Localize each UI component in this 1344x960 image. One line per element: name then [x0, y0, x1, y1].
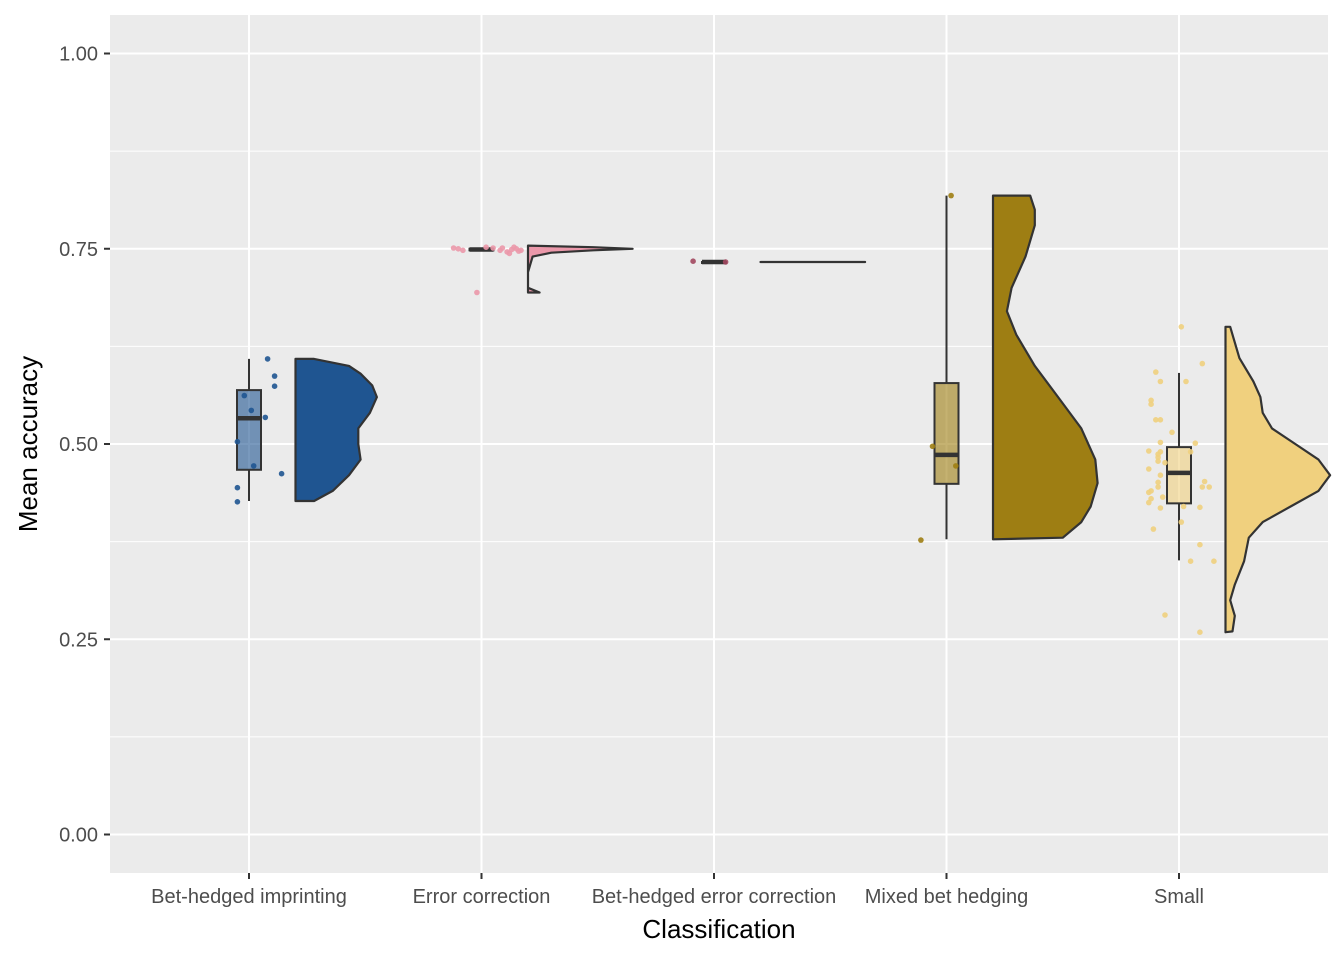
- data-point: [1157, 505, 1164, 511]
- data-point: [1150, 526, 1157, 532]
- data-point: [474, 289, 480, 296]
- data-point: [1199, 360, 1206, 367]
- data-point: [234, 484, 241, 491]
- data-point: [234, 438, 241, 445]
- y-tick-label: 0.75: [59, 239, 98, 261]
- data-point: [1148, 401, 1154, 408]
- data-point: [1199, 484, 1206, 490]
- x-axis-title: Classification: [642, 914, 795, 944]
- data-point: [1155, 458, 1161, 465]
- data-point: [1146, 499, 1152, 506]
- data-point: [1146, 466, 1152, 472]
- y-tick-label: 0.25: [59, 629, 98, 651]
- data-point: [490, 245, 496, 251]
- series-mixed-bet-hedging: [918, 192, 1099, 543]
- data-point: [1155, 454, 1161, 461]
- density-cloud: [526, 244, 634, 294]
- data-point: [1169, 429, 1175, 436]
- box: [1166, 446, 1192, 505]
- x-tick-label: Bet-hedged imprinting: [151, 886, 347, 908]
- data-point: [1146, 448, 1152, 454]
- data-point: [1155, 484, 1161, 490]
- data-point: [1201, 478, 1208, 485]
- data-point: [1211, 558, 1217, 564]
- data-point: [1180, 503, 1187, 510]
- data-point: [1148, 397, 1154, 404]
- data-point: [1197, 629, 1203, 635]
- data-point: [1157, 417, 1164, 423]
- data-point: [1183, 378, 1189, 385]
- data-point: [271, 383, 278, 390]
- data-point: [271, 373, 278, 379]
- data-point: [248, 407, 255, 414]
- data-point: [1159, 494, 1166, 500]
- data-point: [1197, 504, 1203, 511]
- data-point: [1206, 484, 1212, 490]
- data-point: [1187, 558, 1194, 564]
- data-point: [234, 499, 241, 505]
- data-point: [455, 246, 462, 252]
- density-cloud: [991, 194, 1099, 541]
- data-point: [262, 414, 269, 421]
- x-axis: Bet-hedged imprinting Error correction Bet…: [151, 873, 1204, 908]
- chart-marks: [234, 192, 1332, 635]
- minor-gridlines: [110, 150, 1328, 738]
- y-tick-label: 1.00: [59, 44, 98, 66]
- data-point: [1187, 449, 1194, 455]
- data-point: [948, 192, 954, 199]
- data-point: [499, 245, 506, 251]
- data-point: [1162, 612, 1168, 618]
- data-point: [1197, 541, 1203, 548]
- x-tick-label: Error correction: [413, 886, 551, 908]
- y-axis: 0.00 0.25 0.50 0.75 1.00: [59, 44, 110, 847]
- data-point: [1192, 440, 1199, 447]
- density-cloud: [1224, 325, 1332, 634]
- data-point: [1146, 489, 1152, 496]
- data-point: [241, 392, 248, 399]
- y-tick-label: 0.00: [59, 825, 98, 847]
- data-point: [722, 259, 729, 265]
- data-point: [1157, 378, 1164, 385]
- data-point: [1155, 479, 1161, 486]
- data-point: [1153, 369, 1159, 375]
- data-point: [1178, 519, 1185, 525]
- x-tick-label: Small: [1154, 886, 1204, 908]
- box: [236, 389, 262, 471]
- box: [933, 382, 960, 485]
- data-point: [250, 463, 257, 469]
- y-tick-label: 0.50: [59, 434, 98, 456]
- data-point: [518, 247, 524, 254]
- y-axis-title: Mean accuracy: [13, 356, 43, 532]
- data-point: [929, 443, 936, 450]
- data-point: [953, 463, 959, 469]
- data-point: [1157, 449, 1164, 455]
- data-point: [483, 244, 489, 250]
- data-point: [1157, 439, 1164, 446]
- x-tick-label: Bet-hedged error correction: [592, 886, 837, 908]
- data-point: [1162, 459, 1168, 466]
- data-point: [460, 247, 466, 254]
- data-point: [1178, 324, 1185, 330]
- series-bet-hedged-error-correction: [690, 258, 867, 265]
- data-point: [1153, 417, 1159, 423]
- series-error-correction: [450, 244, 634, 296]
- data-point: [690, 258, 696, 265]
- data-point: [450, 245, 457, 251]
- data-point: [264, 356, 271, 362]
- data-point: [1157, 472, 1164, 479]
- data-point: [278, 470, 285, 477]
- density-cloud: [294, 357, 378, 503]
- series-bet-hedged-imprinting: [234, 356, 378, 505]
- x-tick-label: Mixed bet hedging: [865, 886, 1028, 908]
- series-small: [1146, 324, 1332, 635]
- data-point: [918, 537, 924, 543]
